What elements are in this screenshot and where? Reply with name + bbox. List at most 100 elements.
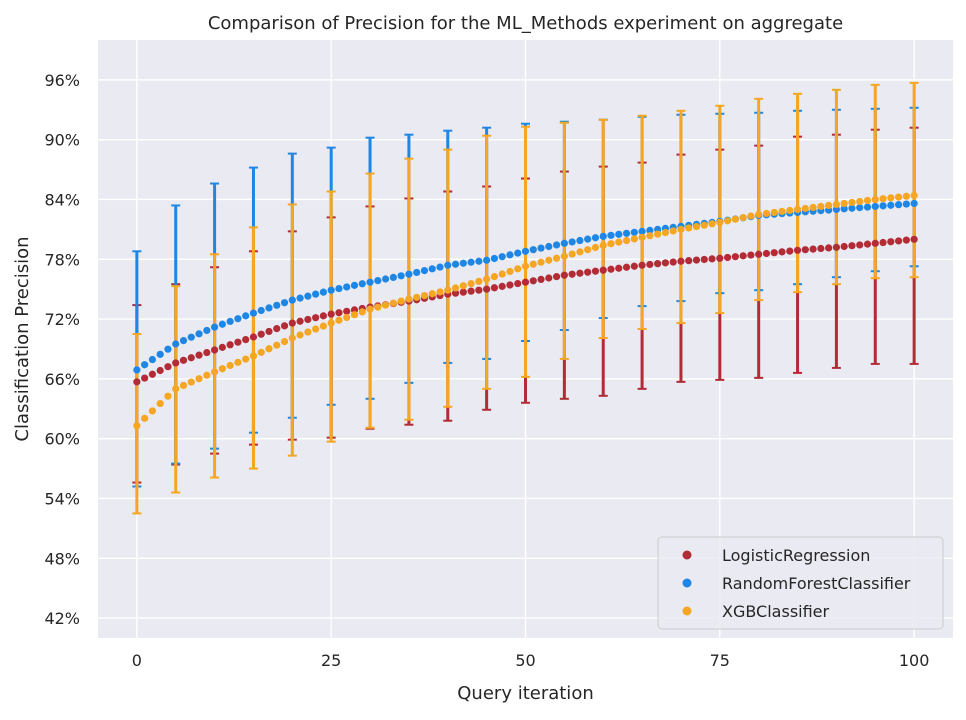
y-axis-label: Classification Precision (12, 236, 33, 441)
point-xgbclassifier (537, 258, 545, 266)
point-randomforestclassifier (148, 355, 157, 364)
point-randomforestclassifier (451, 260, 460, 268)
legend-marker-logisticregression (682, 550, 692, 560)
point-randomforestclassifier (296, 294, 304, 302)
point-xgbclassifier (498, 270, 506, 278)
point-logisticregression (148, 370, 157, 378)
point-logisticregression (133, 378, 141, 386)
point-xgbclassifier (304, 328, 312, 336)
point-randomforestclassifier (265, 304, 273, 312)
point-randomforestclassifier (366, 278, 374, 286)
point-randomforestclassifier (280, 299, 289, 307)
point-randomforestclassifier (397, 272, 405, 280)
point-xgbclassifier (607, 240, 615, 248)
legend-marker-randomforestclassifier (682, 578, 692, 588)
point-randomforestclassifier (164, 345, 172, 353)
point-randomforestclassifier (343, 283, 351, 291)
point-logisticregression (273, 325, 281, 333)
point-logisticregression (599, 266, 607, 274)
x-axis-label: Query iteration (457, 683, 593, 704)
point-logisticregression (630, 262, 638, 270)
point-xgbclassifier (786, 206, 794, 215)
point-xgbclassifier (630, 235, 638, 243)
point-xgbclassifier (817, 202, 825, 211)
point-randomforestclassifier (436, 263, 444, 271)
point-xgbclassifier (327, 319, 335, 327)
point-randomforestclassifier (514, 249, 522, 257)
point-xgbclassifier (296, 331, 304, 339)
point-xgbclassifier (257, 348, 265, 356)
point-xgbclassifier (700, 221, 708, 229)
point-logisticregression (172, 359, 180, 367)
legend-frame (657, 536, 944, 630)
point-randomforestclassifier (475, 257, 483, 265)
point-xgbclassifier (591, 243, 600, 252)
point-xgbclassifier (428, 290, 436, 298)
point-xgbclassifier (420, 291, 429, 300)
point-logisticregression (801, 246, 809, 254)
point-xgbclassifier (762, 209, 771, 218)
point-randomforestclassifier (249, 309, 258, 317)
point-xgbclassifier (871, 195, 879, 204)
y-tick-label: 78% (44, 250, 80, 269)
point-xgbclassifier (451, 284, 460, 292)
point-randomforestclassifier (646, 226, 654, 234)
point-xgbclassifier (731, 215, 739, 223)
point-xgbclassifier (661, 228, 670, 237)
x-tick-label: 100 (899, 651, 930, 670)
point-logisticregression (638, 261, 646, 269)
point-randomforestclassifier (622, 229, 631, 237)
point-randomforestclassifier (141, 361, 149, 369)
point-logisticregression (739, 252, 747, 260)
point-logisticregression (576, 269, 584, 277)
chart-title: Comparison of Precision for the ML_Metho… (208, 13, 843, 34)
point-logisticregression (312, 314, 320, 322)
y-tick-labels: 42% 48% 54% 60% 66% 72% 78% 84% 90% 96% (44, 71, 80, 628)
point-randomforestclassifier (389, 273, 397, 282)
point-logisticregression (793, 246, 802, 254)
point-xgbclassifier (723, 217, 732, 225)
point-logisticregression (894, 237, 903, 245)
point-xgbclassifier (708, 220, 716, 228)
point-xgbclassifier (164, 392, 172, 400)
point-xgbclassifier (638, 233, 646, 241)
point-randomforestclassifier (630, 228, 638, 236)
point-logisticregression (902, 236, 910, 244)
point-logisticregression (141, 374, 149, 382)
point-xgbclassifier (389, 299, 397, 307)
point-xgbclassifier (179, 381, 188, 390)
point-xgbclassifier (863, 196, 872, 205)
point-xgbclassifier (848, 198, 856, 207)
point-xgbclassifier (358, 308, 366, 316)
point-logisticregression (817, 244, 825, 253)
point-randomforestclassifier (599, 232, 607, 240)
point-xgbclassifier (475, 277, 483, 285)
point-logisticregression (327, 310, 335, 318)
point-xgbclassifier (242, 355, 250, 363)
point-xgbclassifier (646, 232, 654, 240)
point-randomforestclassifier (288, 296, 296, 304)
point-randomforestclassifier (195, 330, 203, 338)
point-logisticregression (490, 284, 499, 292)
point-randomforestclassifier (894, 201, 903, 209)
point-xgbclassifier (280, 337, 289, 346)
point-randomforestclassifier (506, 251, 514, 259)
point-randomforestclassifier (490, 254, 499, 263)
point-randomforestclassifier (498, 253, 506, 261)
legend-label-randomforestclassifier: RandomForestClassifier (722, 574, 911, 593)
point-logisticregression (319, 312, 328, 320)
point-randomforestclassifier (537, 244, 545, 252)
y-tick-label: 48% (44, 549, 80, 568)
point-xgbclassifier (483, 275, 491, 283)
point-xgbclassifier (801, 204, 809, 213)
point-randomforestclassifier (156, 350, 164, 358)
x-tick-label: 0 (132, 651, 142, 670)
point-randomforestclassifier (483, 256, 491, 264)
point-randomforestclassifier (552, 241, 561, 249)
point-xgbclassifier (521, 262, 530, 270)
point-xgbclassifier (840, 199, 848, 208)
point-logisticregression (296, 317, 304, 325)
point-xgbclassifier (599, 241, 607, 249)
point-randomforestclassifier (840, 205, 848, 213)
